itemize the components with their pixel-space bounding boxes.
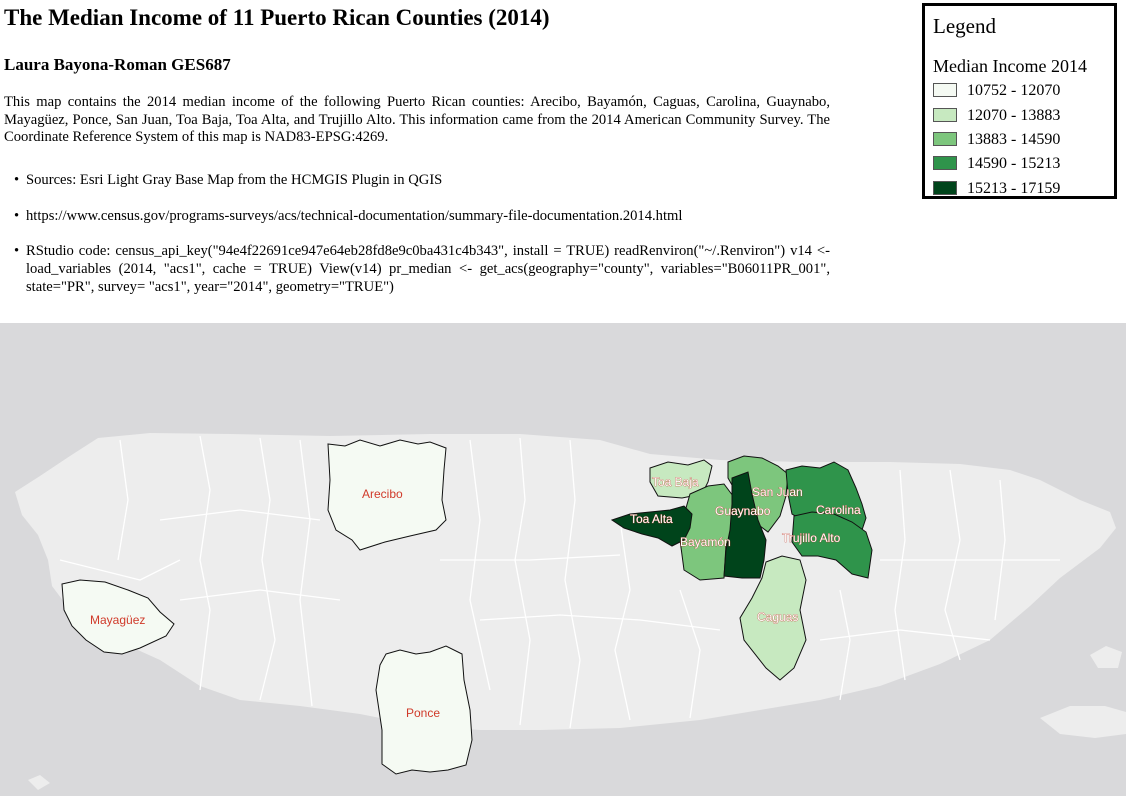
boundary-line (994, 479, 1006, 621)
label-guaynabo: Guaynabo (715, 504, 771, 518)
label-ponce: Ponce (406, 706, 440, 720)
municipality-guaynabo[interactable] (723, 471, 767, 579)
boundary-line (199, 435, 211, 691)
label-bayamon: Bayamón (680, 535, 731, 549)
boundary-line (117, 439, 129, 561)
label-toa-baja: Toa Baja (652, 475, 699, 489)
municipality-toa-baja[interactable] (649, 459, 713, 499)
boundary-line (679, 589, 701, 719)
boundary-line (944, 469, 961, 661)
municipality-toa-alta[interactable] (610, 505, 693, 547)
legend-label: 14590 - 15213 (967, 155, 1061, 172)
municipal-boundaries (59, 435, 1060, 729)
boundary-line (894, 469, 906, 681)
bullet-dot: • (14, 208, 20, 224)
boundary-line (839, 589, 851, 701)
label-carolina: Carolina (816, 503, 861, 517)
boundary-line (819, 629, 991, 641)
bullet-rstudio-code: • RStudio code: census_api_key("94e4f226… (14, 242, 830, 296)
legend-label: 10752 - 12070 (967, 82, 1061, 99)
boundary-line (440, 554, 621, 561)
puerto-rico-map[interactable]: Arecibo Mayagüez Ponce Toa Baja Caguas S… (0, 323, 1126, 796)
map-description: This map contains the 2014 median income… (4, 94, 830, 146)
municipality-trujillo-alto[interactable] (791, 511, 873, 579)
label-san-juan: San Juan (752, 485, 803, 499)
legend-title: Legend (933, 14, 996, 38)
island-vieques (1040, 706, 1126, 738)
label-trujillo-alto: Trujillo Alto (782, 531, 841, 545)
boundary-line (59, 559, 181, 581)
municipality-caguas[interactable] (739, 555, 807, 681)
author-line: Laura Bayona-Roman GES687 (4, 55, 231, 74)
legend-swatch (933, 132, 957, 146)
bullet-text: https://www.census.gov/programs-surveys/… (26, 208, 683, 224)
bullet-sources: • Sources: Esri Light Gray Base Map from… (14, 171, 830, 189)
legend-swatch (933, 83, 957, 97)
label-toa-alta: Toa Alta (630, 512, 673, 526)
island-cayo (1010, 596, 1022, 610)
legend-swatch (933, 108, 957, 122)
label-arecibo: Arecibo (362, 487, 403, 501)
boundary-line (479, 614, 721, 631)
municipality-mayaguez[interactable] (61, 579, 175, 655)
boundary-line (159, 509, 321, 521)
legend-swatch (933, 156, 957, 170)
legend-box: Legend Median Income 2014 10752 - 12070 … (922, 3, 1117, 199)
boundary-line (614, 519, 631, 721)
map-title: The Median Income of 11 Puerto Rican Cou… (4, 5, 550, 30)
label-caguas: Caguas (757, 610, 798, 624)
bullet-dot: • (14, 243, 20, 259)
label-mayaguez: Mayagüez (90, 613, 145, 627)
boundary-line (564, 439, 581, 729)
bullet-text: Sources: Esri Light Gray Base Map from t… (26, 172, 443, 188)
boundary-line (259, 437, 276, 701)
legend-label: 15213 - 17159 (967, 180, 1061, 197)
legend-label: 13883 - 14590 (967, 131, 1061, 148)
municipality-arecibo[interactable] (327, 439, 447, 551)
legend-subtitle: Median Income 2014 (933, 56, 1087, 76)
bullet-census-link: • https://www.census.gov/programs-survey… (14, 207, 830, 225)
municipality-polygons (61, 439, 873, 775)
boundary-line (179, 589, 341, 601)
island-mona (28, 775, 50, 790)
island-culebra (1090, 646, 1122, 668)
legend-swatch (933, 181, 957, 195)
bullet-dot: • (14, 172, 20, 188)
boundary-line (299, 439, 313, 707)
bullet-text: RStudio code: census_api_key("94e4f22691… (26, 243, 830, 295)
legend-label: 12070 - 13883 (967, 107, 1061, 124)
municipality-ponce[interactable] (375, 645, 473, 775)
municipality-labels: Arecibo Mayagüez Ponce Toa Baja Caguas S… (90, 475, 861, 720)
